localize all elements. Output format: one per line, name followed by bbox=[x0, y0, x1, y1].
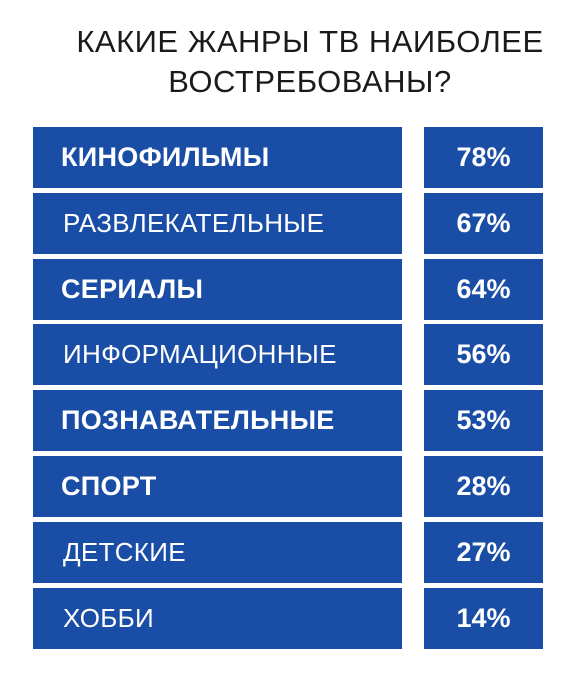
table-row: ДЕТСКИЕ 27% bbox=[0, 522, 580, 583]
chart-title-line-1: КАКИЕ ЖАНРЫ ТВ НАИБОЛЕЕ bbox=[76, 24, 544, 59]
table-row: ХОББИ 14% bbox=[0, 588, 580, 649]
genre-value: 28% bbox=[424, 456, 543, 517]
genre-value: 27% bbox=[424, 522, 543, 583]
genre-value: 14% bbox=[424, 588, 543, 649]
genre-label: РАЗВЛЕКАТЕЛЬНЫЕ bbox=[33, 193, 402, 254]
genre-label: ПОЗНАВАТЕЛЬНЫЕ bbox=[33, 390, 402, 451]
genre-label: ДЕТСКИЕ bbox=[33, 522, 402, 583]
genre-value: 78% bbox=[424, 127, 543, 188]
table-row: СЕРИАЛЫ 64% bbox=[0, 259, 580, 320]
chart-title-line-2: ВОСТРЕБОВАНЫ? bbox=[168, 64, 452, 99]
table-row: РАЗВЛЕКАТЕЛЬНЫЕ 67% bbox=[0, 193, 580, 254]
chart-title: КАКИЕ ЖАНРЫ ТВ НАИБОЛЕЕ ВОСТРЕБОВАНЫ? bbox=[0, 22, 580, 102]
genre-value: 53% bbox=[424, 390, 543, 451]
genre-label: КИНОФИЛЬМЫ bbox=[33, 127, 402, 188]
genre-label: СПОРТ bbox=[33, 456, 402, 517]
genre-value: 64% bbox=[424, 259, 543, 320]
table-row: ПОЗНАВАТЕЛЬНЫЕ 53% bbox=[0, 390, 580, 451]
genre-label: ХОББИ bbox=[33, 588, 402, 649]
genre-value: 56% bbox=[424, 324, 543, 385]
table-row: КИНОФИЛЬМЫ 78% bbox=[0, 127, 580, 188]
table-row: ИНФОРМАЦИОННЫЕ 56% bbox=[0, 324, 580, 385]
genre-label: СЕРИАЛЫ bbox=[33, 259, 402, 320]
genre-label: ИНФОРМАЦИОННЫЕ bbox=[33, 324, 402, 385]
genre-value: 67% bbox=[424, 193, 543, 254]
table-row: СПОРТ 28% bbox=[0, 456, 580, 517]
